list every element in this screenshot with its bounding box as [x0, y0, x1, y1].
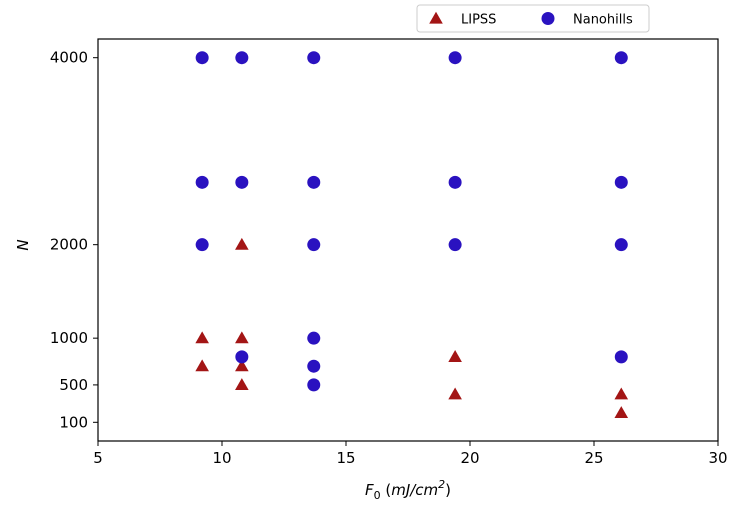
x-tick-label: 25: [584, 449, 603, 467]
nanohills-point: [195, 238, 209, 252]
nanohills-point: [307, 51, 321, 65]
nanohills-point: [448, 175, 462, 189]
lipss-point: [448, 350, 462, 362]
x-tick-label: 5: [93, 449, 103, 467]
nanohills-point: [307, 175, 321, 189]
y-tick-label: 2000: [50, 236, 88, 254]
nanohills-point: [235, 51, 249, 65]
lipss-point: [235, 237, 249, 250]
nanohills-point: [235, 350, 249, 364]
x-tick-label: 20: [460, 449, 479, 467]
plot-frame: [97, 38, 719, 442]
nanohills-point: [614, 175, 628, 189]
legend-box: [416, 4, 650, 33]
lipss-point: [235, 359, 249, 372]
nanohills-point: [614, 51, 628, 65]
data-marks: [195, 51, 629, 419]
x-tick-label: 30: [708, 449, 727, 467]
nanohills-point: [307, 378, 321, 392]
y-tick-label: 4000: [50, 49, 88, 67]
nanohills-point: [195, 51, 209, 65]
legend-label-lipss: LIPSS: [461, 13, 496, 28]
y-tick-label: 500: [59, 376, 88, 394]
legend-marker-lipss: [429, 11, 443, 24]
nanohills-point: [307, 359, 321, 373]
nanohills-point: [448, 238, 462, 252]
nanohills-point: [614, 350, 628, 364]
y-axis-label: N: [14, 239, 32, 250]
legend-label-nanohills: Nanohills: [573, 13, 633, 28]
legend: LIPSS Nanohills: [416, 4, 650, 33]
plot-border: [97, 38, 719, 442]
lipss-point: [235, 331, 249, 344]
y-tick-label: 100: [59, 413, 88, 431]
lipss-point: [614, 387, 629, 400]
lipss-point: [614, 406, 629, 419]
nanohills-point: [448, 51, 462, 65]
nanohills-point: [614, 238, 628, 252]
y-axis-ticks: 100 500 1000 2000 4000: [50, 49, 98, 431]
y-tick-label: 1000: [50, 329, 88, 347]
legend-marker-nanohills: [541, 12, 555, 25]
x-tick-label: 10: [212, 449, 231, 467]
x-tick-label: 15: [336, 449, 355, 467]
nanohills-point: [235, 175, 249, 189]
nanohills-point: [195, 175, 209, 189]
x-axis-ticks: 5 10 15 20 25 30: [93, 441, 728, 467]
x-axis-label: F0 (mJ/cm2): [365, 478, 451, 501]
nanohills-point: [307, 331, 321, 345]
lipss-point: [195, 331, 209, 344]
lipss-point: [235, 378, 249, 391]
lipss-point: [448, 387, 462, 400]
nanohills-point: [307, 238, 321, 252]
lipss-point: [195, 359, 209, 372]
